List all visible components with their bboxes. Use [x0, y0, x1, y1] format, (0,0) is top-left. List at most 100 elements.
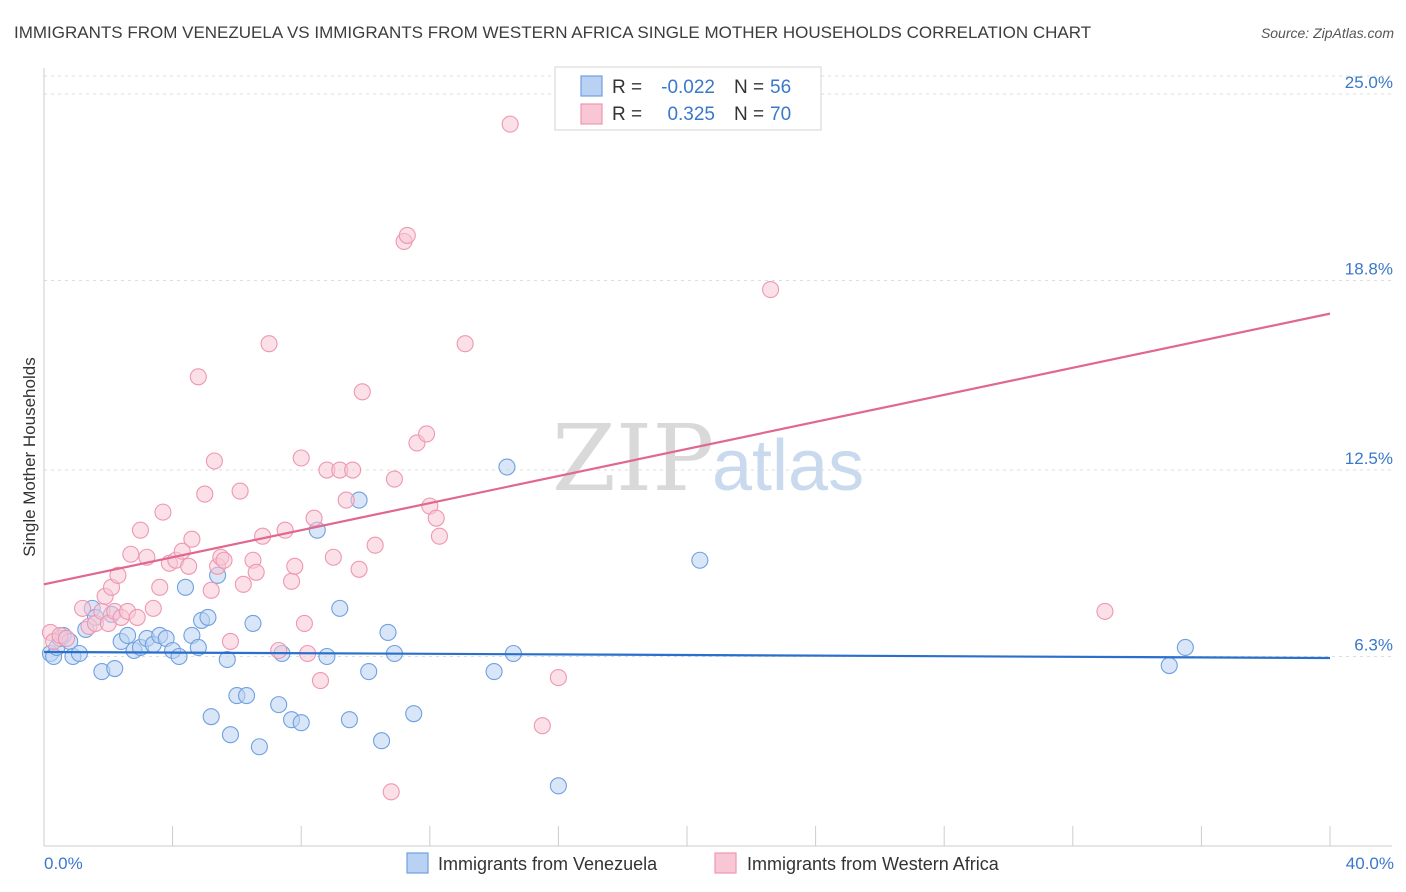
scatter-points [41, 115, 1194, 801]
western-africa-point [131, 521, 149, 539]
western-africa-point [221, 632, 240, 651]
y-tick-label: 18.8% [1345, 260, 1393, 279]
chart-source: Source: ZipAtlas.com [1261, 25, 1394, 41]
western-africa-point [295, 614, 313, 632]
venezuela-r-label: R = [612, 77, 642, 98]
venezuela-point [691, 551, 709, 569]
venezuela-point [373, 732, 391, 750]
western-africa-point [189, 368, 207, 386]
venezuela-point [244, 614, 262, 632]
venezuela-point [176, 578, 195, 596]
venezuela-point [498, 458, 516, 476]
western-africa-point [215, 551, 233, 569]
western-africa-series-swatch [714, 852, 737, 874]
western-africa-point [205, 452, 223, 470]
y-tick-label: 25.0% [1345, 73, 1393, 92]
western-africa-point [427, 509, 445, 527]
venezuela-point [170, 647, 188, 666]
western-africa-point [202, 581, 220, 599]
western-africa-point [109, 566, 127, 584]
western-africa-point [1096, 602, 1114, 620]
y-axis-label: Single Mother Households [20, 357, 39, 556]
western-africa-point [234, 575, 252, 593]
venezuela-point [189, 638, 207, 657]
western-africa-series-label: Immigrants from Western Africa [747, 854, 1000, 874]
western-africa-point [430, 527, 448, 545]
venezuela-point [218, 650, 236, 669]
gridlines [44, 75, 1392, 658]
western-africa-point [533, 717, 551, 735]
western-africa-point [398, 226, 416, 244]
western-africa-point [366, 536, 384, 554]
western-africa-r-value: 0.325 [667, 104, 715, 125]
venezuela-point [119, 626, 137, 645]
western-africa-point [183, 530, 201, 548]
western-africa-point [456, 335, 474, 353]
western-africa-n-label: N = [734, 104, 764, 125]
venezuela-point [1160, 656, 1178, 675]
venezuela-point [379, 623, 397, 641]
venezuela-point [106, 659, 124, 678]
western-africa-point [292, 449, 310, 467]
western-africa-point [305, 509, 323, 527]
venezuela-series-label: Immigrants from Venezuela [438, 854, 658, 874]
western-africa-point [180, 557, 198, 575]
venezuela-legend-swatch [580, 75, 603, 97]
venezuela-point [202, 708, 220, 726]
venezuela-point [331, 599, 349, 617]
venezuela-point [318, 647, 336, 666]
western-africa-point [501, 115, 519, 133]
stats-legend: R = -0.022 N = 56 R = 0.325 N = 70 [554, 66, 822, 131]
western-africa-point [122, 545, 140, 563]
western-africa-point [196, 485, 214, 503]
venezuela-trend-line [43, 650, 1331, 660]
venezuela-point [405, 705, 423, 723]
western-africa-point [286, 557, 304, 575]
x-tick-label-min: 0.0% [44, 854, 83, 873]
western-africa-point [418, 425, 436, 443]
series-legend: Immigrants from Venezuela Immigrants fro… [406, 852, 1000, 874]
venezuela-point [270, 696, 288, 714]
venezuela-point [1176, 638, 1194, 657]
western-africa-point [382, 783, 400, 801]
western-africa-point [350, 560, 368, 578]
western-africa-point [247, 563, 265, 581]
western-africa-r-label: R = [612, 104, 642, 125]
western-africa-point [324, 548, 342, 566]
watermark-zip: ZIP [552, 405, 714, 512]
western-africa-point [57, 629, 76, 648]
trend-lines [43, 312, 1331, 660]
western-africa-point [549, 669, 567, 687]
venezuela-n-value: 56 [770, 77, 791, 98]
western-africa-point [270, 641, 288, 660]
western-africa-point [283, 572, 301, 590]
chart-title: IMMIGRANTS FROM VENEZUELA VS IMMIGRANTS … [14, 23, 1091, 42]
western-africa-point [128, 608, 146, 626]
x-axis-ticks [43, 826, 1331, 846]
western-africa-legend-swatch [580, 103, 603, 125]
western-africa-point [353, 383, 371, 401]
western-africa-point [311, 672, 330, 690]
venezuela-point [221, 726, 240, 744]
venezuela-point [250, 738, 268, 756]
western-africa-point [74, 599, 92, 617]
venezuela-point [340, 711, 358, 729]
western-africa-trend-line [43, 312, 1331, 586]
western-africa-point [385, 470, 403, 488]
y-tick-label: 12.5% [1345, 449, 1393, 468]
y-axis-tick-labels: 6.3% 12.5% 18.8% 25.0% [1345, 73, 1393, 654]
western-africa-point [762, 281, 780, 299]
western-africa-point [337, 491, 355, 509]
x-tick-label-max: 40.0% [1346, 854, 1394, 873]
venezuela-point [237, 687, 256, 705]
venezuela-point [549, 777, 567, 795]
venezuela-point [360, 662, 378, 681]
western-africa-point [144, 599, 162, 617]
western-africa-point [344, 461, 362, 479]
western-africa-point [154, 503, 172, 521]
y-tick-label: 6.3% [1354, 636, 1393, 655]
venezuela-n-label: N = [734, 77, 764, 98]
venezuela-r-value: -0.022 [661, 77, 715, 98]
venezuela-point [70, 644, 88, 663]
